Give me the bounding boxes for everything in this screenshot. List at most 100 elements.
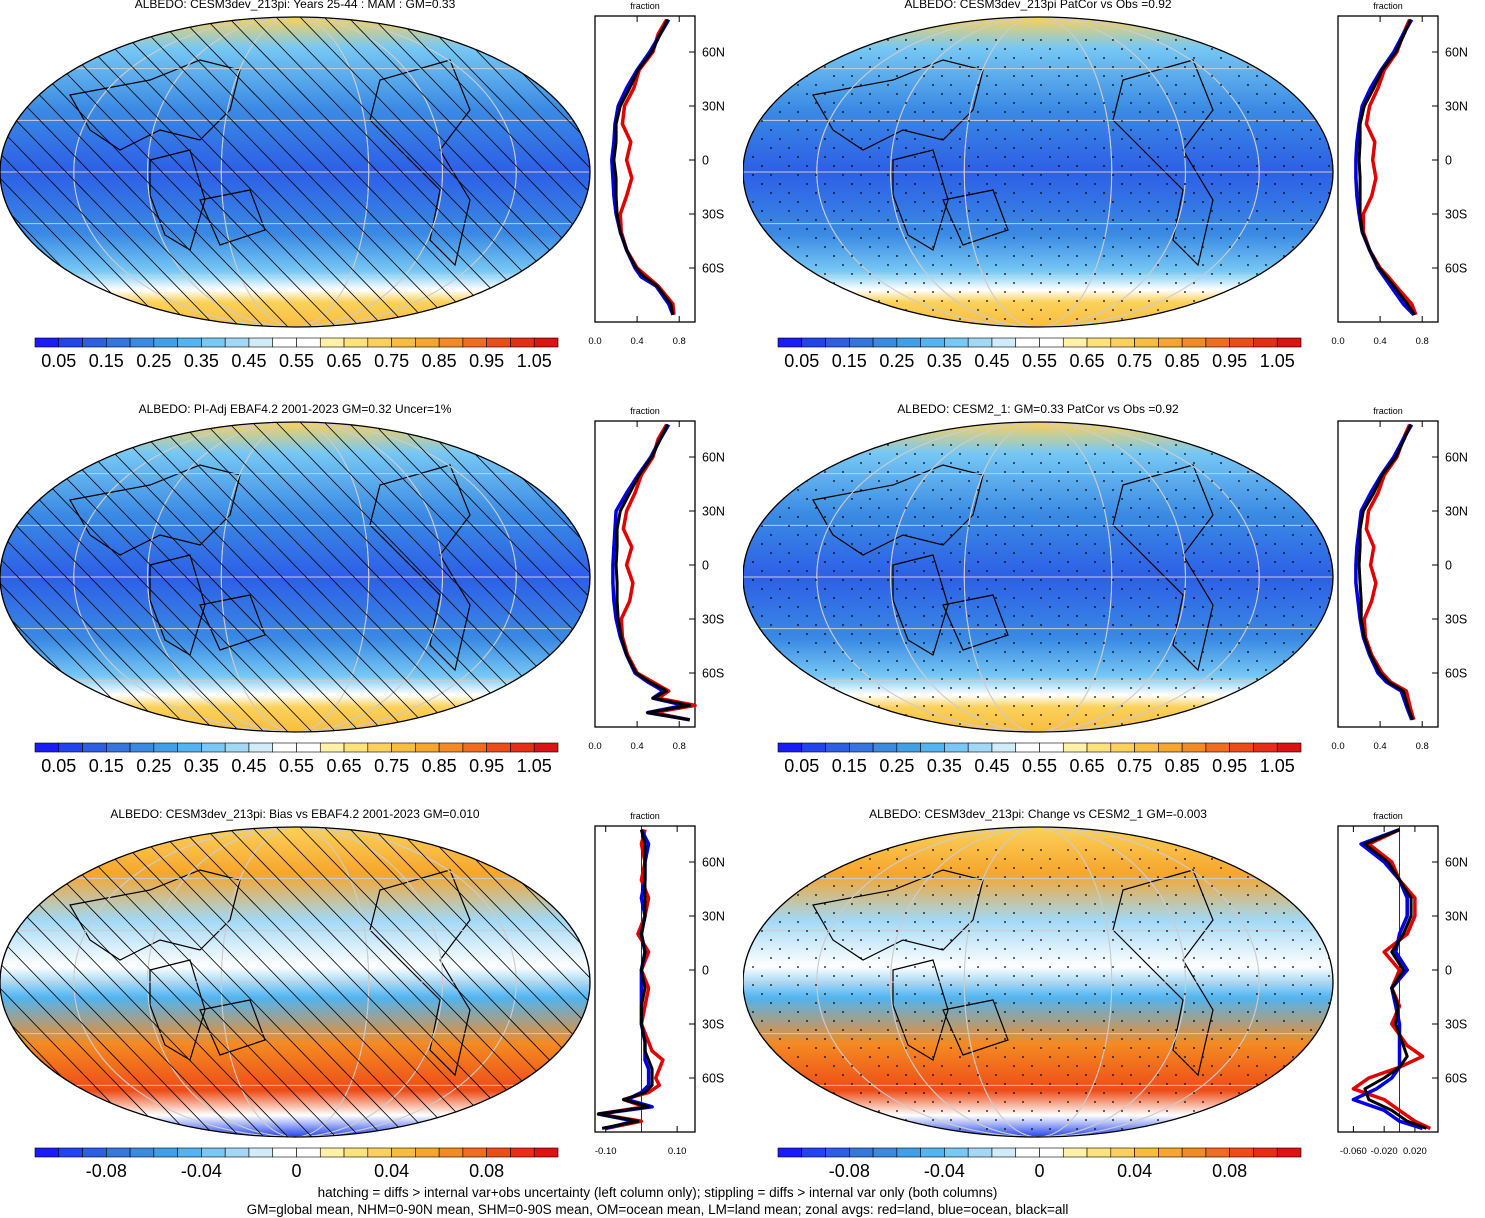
zonal-xtick-label: 0.10 — [668, 1146, 687, 1157]
colorbar-tick-label: 0.45 — [974, 756, 1009, 776]
colorbar-tick-label: 0.45 — [231, 756, 266, 776]
zonal-axis-label: fraction — [1373, 1, 1403, 11]
zonal-frame — [1337, 420, 1439, 728]
zonal-frame — [594, 15, 696, 323]
zonal-ytick-label: 60S — [702, 1072, 724, 1086]
colorbar-tick-label: 0.75 — [1117, 756, 1152, 776]
zonal-ytick-label: 60S — [1445, 667, 1467, 681]
colorbar-swatch — [296, 742, 321, 753]
colorbar-swatch — [1086, 742, 1112, 753]
colorbar-swatch — [872, 1147, 898, 1158]
colorbar-tick-label: 1.05 — [1260, 756, 1295, 776]
colorbar-tick-label: 0.05 — [41, 351, 76, 371]
coastline — [892, 959, 949, 1061]
colorbar-tick-label: 0.75 — [1117, 351, 1152, 371]
colorbar-swatch — [825, 1147, 850, 1158]
colorbar: 0.05 0.15 0.25 0.35 0.45 0.55 0.65 0.75 0.85 0.95… — [34, 337, 559, 371]
zonal-axis-label: fraction — [1373, 811, 1403, 821]
colorbar-swatch — [82, 742, 107, 753]
colorbar-tick-label: 0.65 — [327, 351, 362, 371]
panel-2: ALBEDO: CESM3dev_213pi PatCor vs Obs =0.… — [742, 0, 1485, 400]
meridian-line — [73, 422, 517, 732]
colorbar-swatch — [58, 742, 83, 753]
colorbar-swatch — [106, 1147, 131, 1158]
colorbar-swatch — [1205, 1147, 1230, 1158]
zonal-ytick-label: 30S — [1445, 208, 1467, 222]
meridian-line — [816, 827, 1260, 1137]
colorbar-swatch — [343, 1147, 369, 1158]
coastline — [199, 999, 266, 1056]
meridian-line — [816, 17, 1260, 327]
world-map — [0, 421, 591, 733]
colorbar-tick-label: 0.35 — [927, 351, 962, 371]
zonal-xtick-label: 0.4 — [1373, 336, 1386, 347]
coastline — [369, 59, 471, 267]
zonal-ytick-label: 30S — [702, 208, 724, 222]
colorbar-tick-label: 0.04 — [1117, 1161, 1152, 1181]
zonal-axis-label: fraction — [1373, 406, 1403, 416]
colorbar-tick-label: -0.04 — [181, 1161, 222, 1181]
meridian-line — [890, 17, 1186, 327]
colorbar-swatch — [801, 337, 826, 348]
colorbar-swatch — [319, 337, 345, 348]
zonal-ytick-label: 30S — [702, 613, 724, 627]
colorbar-tick-label: 0.55 — [279, 351, 314, 371]
colorbar-tick-label: 0.35 — [927, 756, 962, 776]
colorbar-swatch — [991, 742, 1017, 753]
colorbar-tick-label: 0.75 — [374, 756, 409, 776]
colorbar-swatch — [1015, 337, 1040, 348]
colorbar-swatch — [1039, 1147, 1064, 1158]
zonal-xtick-label: -0.020 — [1371, 1146, 1398, 1157]
map-border — [0, 421, 591, 733]
coastline — [69, 869, 241, 961]
colorbar-swatch — [1015, 742, 1040, 753]
colorbar-swatch — [201, 1147, 226, 1158]
zonal-axis-label: fraction — [630, 406, 660, 416]
colorbar-swatch — [438, 337, 464, 348]
zonal-profile: fraction 0.0 0.4 0.8 60N 30N 0 30S 60S — [1331, 1, 1468, 347]
colorbar-swatch — [1181, 1147, 1207, 1158]
colorbar-swatch — [872, 742, 898, 753]
colorbar-tick-label: 0.15 — [832, 351, 867, 371]
map-border — [742, 16, 1334, 328]
colorbar-swatch — [129, 742, 155, 753]
colorbar-tick-label: 0.95 — [469, 351, 504, 371]
colorbar-swatch — [1062, 742, 1088, 753]
colorbar-swatch — [920, 1147, 945, 1158]
coastline — [199, 189, 266, 246]
colorbar-swatch — [391, 337, 416, 348]
zonal-ytick-label: 30N — [1445, 505, 1468, 519]
world-map — [742, 826, 1334, 1138]
colorbar-swatch — [367, 337, 392, 348]
zonal-frame — [594, 420, 696, 728]
colorbar-tick-label: 0.05 — [784, 756, 819, 776]
colorbar-swatch — [34, 337, 60, 348]
world-map — [0, 826, 591, 1138]
colorbar-swatch — [510, 1147, 535, 1158]
colorbar-swatch — [129, 337, 155, 348]
colorbar: 0.05 0.15 0.25 0.35 0.45 0.55 0.65 0.75 0.85 0.95… — [777, 742, 1302, 776]
zonal-profile: fraction -0.10 0.10 60N 30N 0 30S 60S — [594, 811, 725, 1157]
zonal-xtick-label: 0.020 — [1403, 1146, 1427, 1157]
colorbar-swatch — [1205, 742, 1230, 753]
colorbar-tick-label: 0.15 — [89, 351, 124, 371]
zonal-frame — [594, 825, 696, 1133]
colorbar-tick-label: 0.55 — [279, 756, 314, 776]
panel-6: ALBEDO: CESM3dev_213pi: Change vs CESM2_… — [742, 807, 1485, 1210]
zonal-xtick-label: 0.0 — [1331, 336, 1344, 347]
panel-title: ALBEDO: CESM2_1: GM=0.33 PatCor vs Obs =… — [897, 402, 1179, 416]
meridian-line — [220, 422, 370, 732]
footer-note-2: GM=global mean, NHM=0-90N mean, SHM=0-90… — [246, 1202, 1069, 1217]
zonal-xtick-label: 0.0 — [1331, 741, 1344, 752]
colorbar-swatch — [1205, 337, 1230, 348]
colorbar-tick-label: 0.45 — [974, 351, 1009, 371]
zonal-ytick-label: 30N — [1445, 910, 1468, 924]
colorbar-tick-label: -0.08 — [829, 1161, 870, 1181]
colorbar-swatch — [367, 742, 392, 753]
colorbar-tick-label: 0.15 — [89, 756, 124, 776]
panel-title: ALBEDO: PI-Adj EBAF4.2 2001-2023 GM=0.32… — [138, 402, 452, 416]
colorbar-swatch — [58, 337, 83, 348]
colorbar-swatch — [462, 742, 487, 753]
zonal-ytick-label: 60N — [1445, 856, 1468, 870]
zonal-axis-label: fraction — [630, 1, 660, 11]
